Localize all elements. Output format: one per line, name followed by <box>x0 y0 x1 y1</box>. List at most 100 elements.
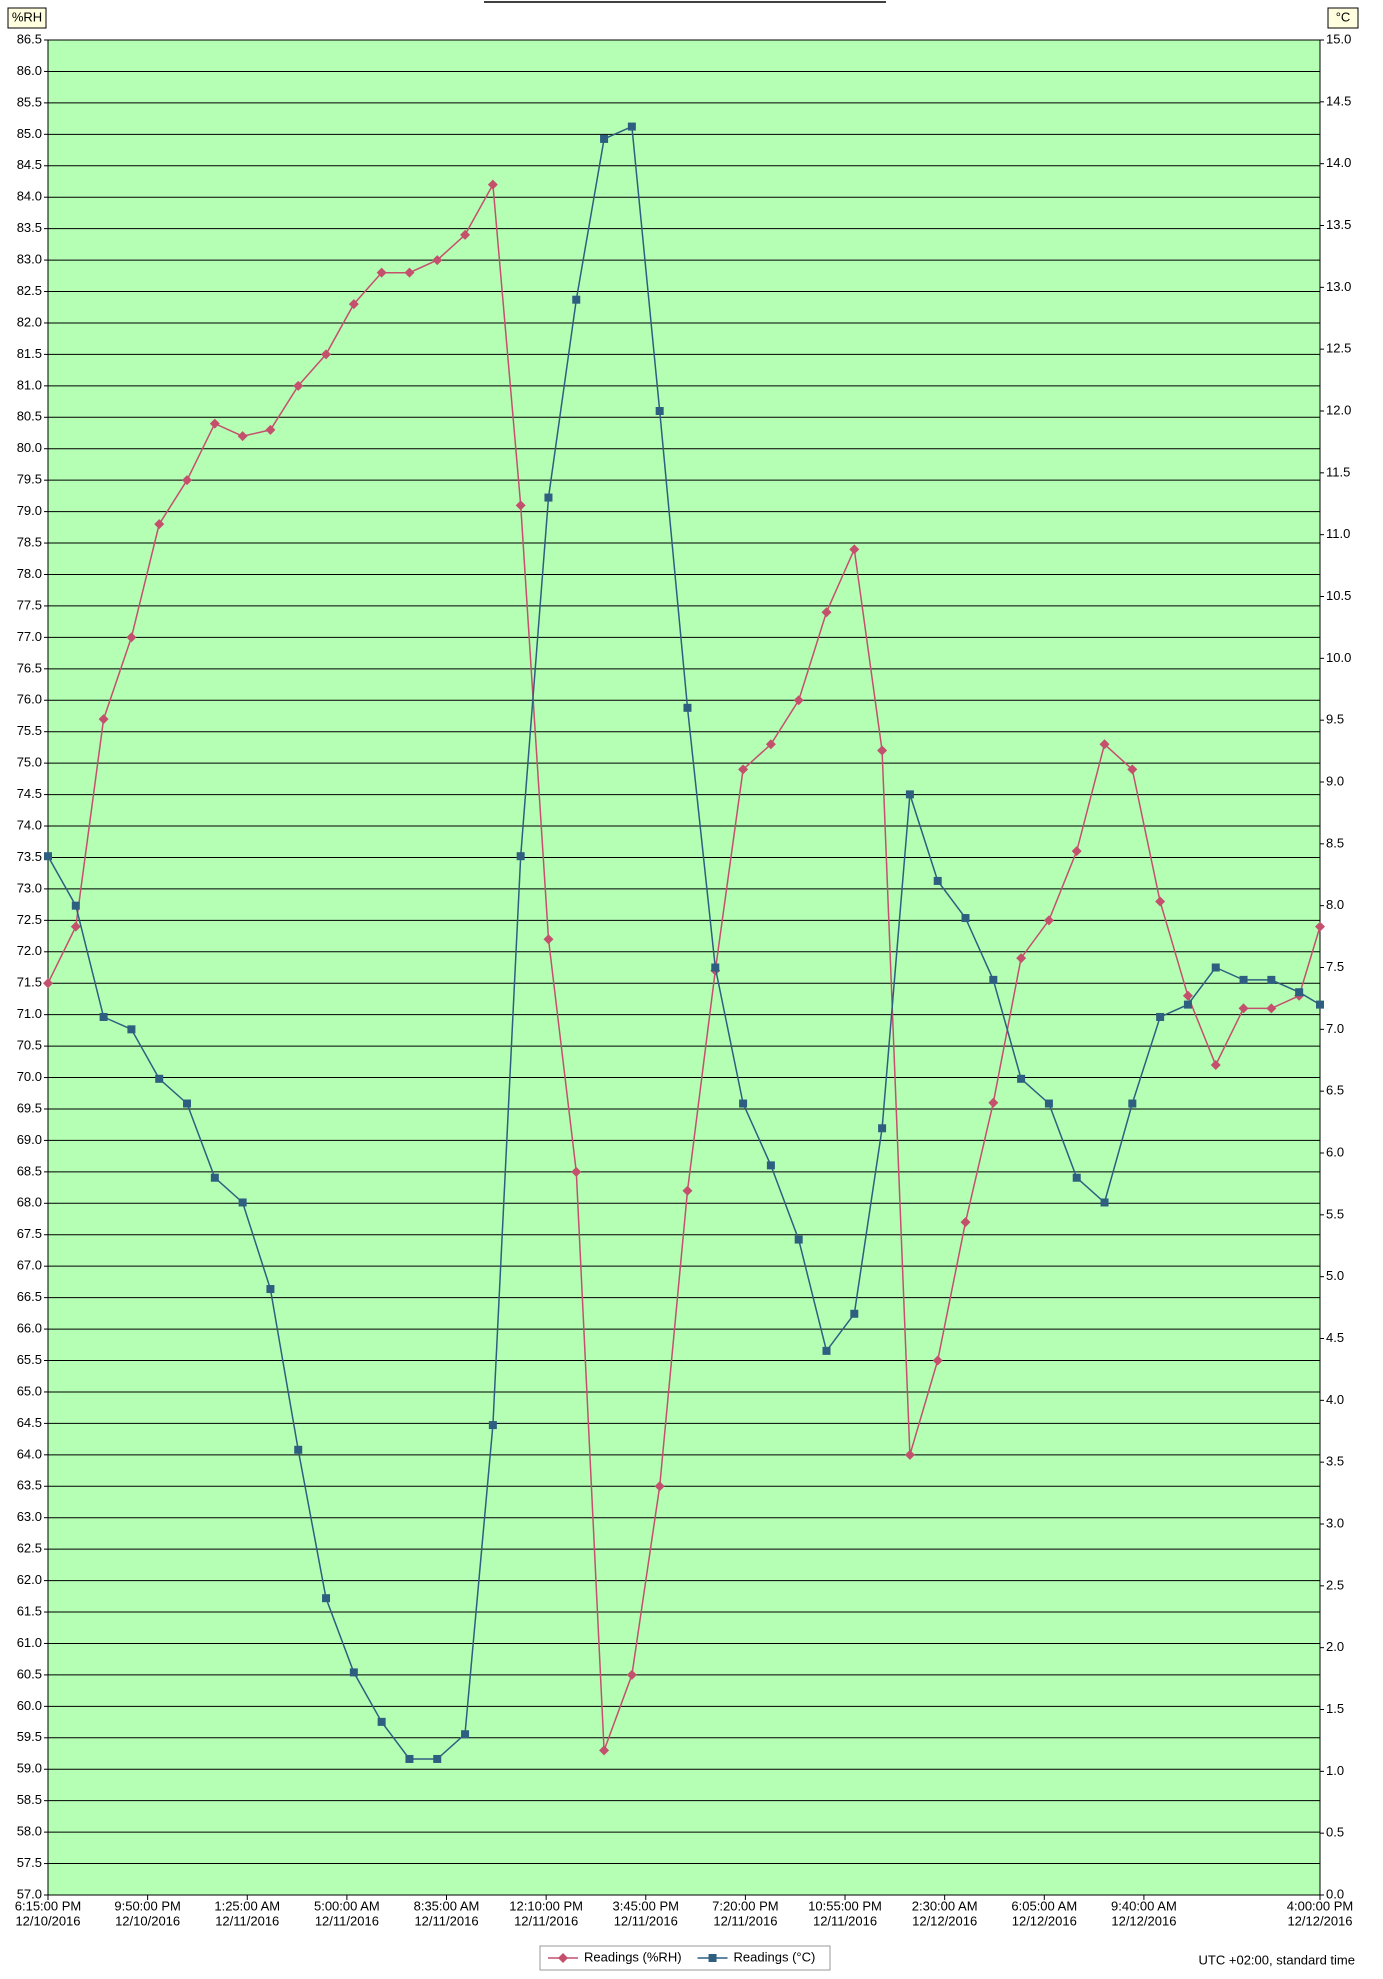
data-point <box>738 764 749 775</box>
data-point <box>739 1099 748 1108</box>
y2-tick-label: 6.0 <box>1326 1144 1344 1159</box>
data-point <box>43 978 53 989</box>
y-tick-label: 73.5 <box>17 849 42 864</box>
data-point <box>127 1025 136 1034</box>
data-point <box>683 703 692 712</box>
y2-tick-label: 10.0 <box>1326 650 1351 665</box>
data-point <box>349 1668 358 1677</box>
y-tick-label: 83.5 <box>17 220 42 235</box>
x-tick-label: 1:25:00 AM <box>214 1898 280 1913</box>
data-point <box>348 299 359 310</box>
data-point <box>961 914 970 923</box>
y-tick-label: 63.5 <box>17 1478 42 1493</box>
y2-tick-label: 9.0 <box>1326 773 1344 788</box>
y-tick-label: 58.0 <box>17 1824 42 1839</box>
data-point <box>377 1717 386 1726</box>
y-axis-label: %RH <box>12 9 42 24</box>
data-point <box>1100 1198 1109 1207</box>
y-tick-label: 60.5 <box>17 1666 42 1681</box>
data-point <box>1238 1003 1249 1014</box>
data-point <box>1156 1012 1165 1021</box>
y-tick-label: 79.0 <box>17 503 42 518</box>
y-tick-label: 78.5 <box>17 534 42 549</box>
y-tick-label: 71.0 <box>17 1006 42 1021</box>
y-tick-label: 57.0 <box>17 1886 42 1901</box>
y-tick-label: 62.0 <box>17 1572 42 1587</box>
y-tick-label: 70.0 <box>17 1069 42 1084</box>
data-point <box>376 267 387 278</box>
x-tick-label: 12/12/2016 <box>1012 1913 1077 1928</box>
x-tick-label: 12/12/2016 <box>912 1913 977 1928</box>
y2-tick-label: 2.5 <box>1326 1577 1344 1592</box>
data-point <box>1267 975 1276 984</box>
x-tick-label: 12/11/2016 <box>614 1913 678 1928</box>
y-tick-label: 69.0 <box>17 1132 42 1147</box>
data-point <box>155 1074 164 1083</box>
y-tick-label: 58.5 <box>17 1792 42 1807</box>
data-point <box>988 1097 999 1108</box>
y-tick-label: 68.5 <box>17 1163 42 1178</box>
y-tick-label: 57.5 <box>17 1855 42 1870</box>
y-tick-label: 76.0 <box>17 692 42 707</box>
x-tick-label: 4:00:00 PM <box>1287 1898 1354 1913</box>
y2-unit-box <box>1327 7 1359 29</box>
data-point <box>1210 1059 1221 1070</box>
data-point <box>487 179 498 190</box>
data-point <box>600 134 609 143</box>
data-point <box>183 1099 192 1108</box>
y-tick-label: 65.0 <box>17 1383 42 1398</box>
y-tick-label: 64.5 <box>17 1415 42 1430</box>
y-tick-label: 80.0 <box>17 440 42 455</box>
data-point <box>293 380 304 391</box>
x-tick-label: 12/12/2016 <box>1111 1913 1176 1928</box>
y2-tick-label: 8.0 <box>1326 897 1344 912</box>
y2-tick-label: 2.0 <box>1326 1639 1344 1654</box>
y-tick-label: 86.5 <box>17 31 42 46</box>
data-point <box>599 1745 610 1756</box>
data-point <box>210 1173 219 1182</box>
data-point <box>654 1481 665 1492</box>
data-point <box>765 739 776 750</box>
y2-tick-label: 1.5 <box>1326 1701 1344 1716</box>
x-tick-label: 8:35:00 AM <box>414 1898 480 1913</box>
data-point <box>932 1355 943 1366</box>
data-point <box>878 1124 887 1133</box>
data-point <box>1072 1173 1081 1182</box>
x-tick-label: 12/11/2016 <box>514 1913 578 1928</box>
data-point <box>1182 990 1193 1001</box>
data-point <box>433 1754 442 1763</box>
y2-tick-label: 14.5 <box>1326 93 1351 108</box>
y-tick-label: 60.0 <box>17 1698 42 1713</box>
y2-tick-label: 0.0 <box>1326 1886 1344 1901</box>
x-tick-label: 12/10/2016 <box>15 1913 80 1928</box>
x-tick-label: 12/11/2016 <box>414 1913 478 1928</box>
y-tick-label: 63.0 <box>17 1509 42 1524</box>
y-tick-label: 68.0 <box>17 1195 42 1210</box>
data-point <box>71 901 80 910</box>
data-point <box>1266 1003 1277 1014</box>
data-point <box>822 1346 831 1355</box>
legend-box <box>539 1945 831 1971</box>
data-point <box>1017 1074 1026 1083</box>
y2-tick-label: 4.0 <box>1326 1392 1344 1407</box>
data-point <box>405 1754 414 1763</box>
y2-tick-label: 12.0 <box>1326 402 1351 417</box>
data-point <box>1099 739 1110 750</box>
data-point <box>627 122 636 131</box>
x-tick-label: 12/11/2016 <box>315 1913 379 1928</box>
data-point <box>154 519 165 530</box>
data-point <box>516 852 525 861</box>
data-point <box>404 267 415 278</box>
y-tick-label: 72.0 <box>17 943 42 958</box>
y2-tick-label: 13.0 <box>1326 279 1351 294</box>
y2-tick-label: 11.5 <box>1326 464 1350 479</box>
data-point <box>766 1161 775 1170</box>
x-tick-label: 10:55:00 PM <box>808 1898 882 1913</box>
y2-tick-label: 4.5 <box>1326 1330 1344 1345</box>
x-tick-label: 12/12/2016 <box>1287 1913 1352 1928</box>
data-point <box>322 1594 331 1603</box>
data-point <box>711 963 720 972</box>
y-tick-label: 69.5 <box>17 1100 42 1115</box>
y-tick-label: 74.5 <box>17 786 42 801</box>
y2-tick-label: 13.5 <box>1326 217 1351 232</box>
